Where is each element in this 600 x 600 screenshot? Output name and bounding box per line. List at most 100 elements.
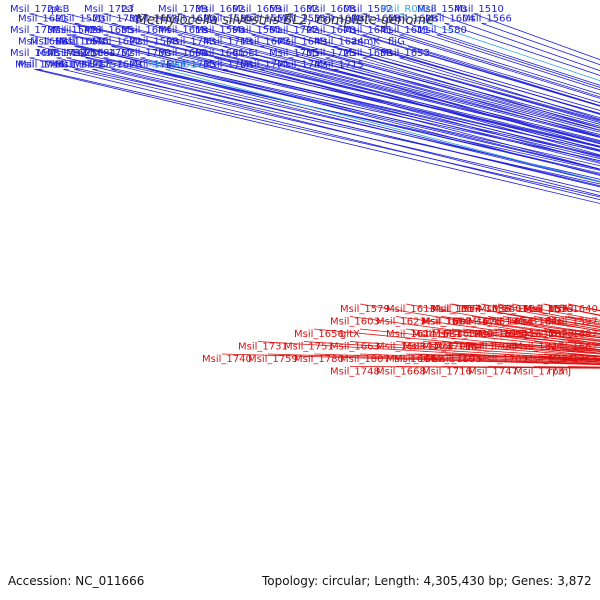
leader-line <box>56 57 600 187</box>
leader-line <box>148 69 600 182</box>
leader-line <box>413 353 600 361</box>
gene-label: Msil_1654 <box>483 317 533 328</box>
leader-line <box>221 353 600 366</box>
leader-line <box>111 69 600 188</box>
leader-line <box>177 34 600 141</box>
gene-label: Msil_1675 <box>59 37 109 48</box>
gene-label: Msil_1740 <box>202 354 252 365</box>
gene-label: Msil_1540 <box>417 4 467 15</box>
leader-line <box>296 69 600 156</box>
gene-label: Msil_1656 <box>294 329 344 340</box>
leader-line <box>37 69 600 198</box>
gene-label: Msil_1737 <box>10 25 60 36</box>
leader-line <box>66 57 600 180</box>
gene-label: tsf <box>121 4 134 15</box>
leader-line <box>362 34 600 107</box>
gene-label: Msil_1653 <box>380 48 430 59</box>
gene-label: Msil_1557 <box>240 14 290 25</box>
leader-line <box>259 46 600 138</box>
gene-label: Msil_1708 <box>465 342 515 353</box>
leader-line <box>92 69 600 197</box>
gene-label: Msil_1627 <box>514 342 564 353</box>
gene-label: Msil_1707 <box>422 342 472 353</box>
leader-line <box>444 353 600 360</box>
gene-label: Msil_1697 <box>548 329 598 340</box>
gene-label: rpmJ <box>548 367 571 378</box>
leader-line <box>66 13 600 144</box>
gene-label: Msil_1748 <box>330 367 380 378</box>
leader-line <box>370 23 600 95</box>
leader-line <box>453 341 600 352</box>
leader-line <box>422 341 600 354</box>
leader-line <box>288 13 600 107</box>
leader-line <box>431 328 600 347</box>
gene-label: Msil_1751 <box>284 342 334 353</box>
leader-line <box>370 46 600 115</box>
gene-label: prfA <box>548 304 569 315</box>
gene-label: Msil_1570 <box>55 14 105 25</box>
gene-label: Msil_1662 <box>548 342 598 353</box>
leader-line <box>288 57 600 145</box>
gene-label: Msil_1721 <box>55 60 105 71</box>
leader-line <box>214 34 600 135</box>
leader-line <box>359 328 600 354</box>
gene-label: Msil_1746 <box>15 60 65 71</box>
leader-line <box>185 69 600 176</box>
gene-label: Msil_1617 <box>430 304 480 315</box>
gene-label: Msil_1755 <box>269 48 319 59</box>
gene-label: Msil_1691 <box>18 14 68 25</box>
leader-line <box>214 57 600 158</box>
gene-label: Msil_1615 <box>474 329 524 340</box>
gene-label: Msil_1781 <box>44 60 94 71</box>
leader-line <box>325 57 600 137</box>
gene-label: Msil_1723 <box>84 4 134 15</box>
leader-line <box>359 303 600 345</box>
gene-label: Msil_1619 <box>468 317 518 328</box>
leader-line <box>296 46 600 131</box>
leader-line <box>349 341 600 359</box>
leader-line <box>362 57 600 129</box>
gene-label: Msil_1730 <box>121 48 171 59</box>
gene-label: Msil_1681 <box>412 329 462 340</box>
gene-label: Msil_1611 <box>380 25 430 36</box>
gene-label: Msil_1734 <box>524 354 574 365</box>
gene-label: Msil_1650 <box>55 37 105 48</box>
gene-label: Msil_R0030 <box>146 60 203 71</box>
leader-line <box>29 13 600 148</box>
gene-label: Msil_1716 <box>422 367 472 378</box>
gene-label: groEL <box>232 48 261 59</box>
gene-label: Msil_1759 <box>248 354 298 365</box>
gene-label: Msil_1750 <box>18 60 68 71</box>
gene-label: Msil_1715 <box>314 60 364 71</box>
gene-label: Msil_1757 <box>73 60 123 71</box>
leader-line <box>451 353 600 362</box>
gene-label: Msil_1623 <box>376 317 426 328</box>
gene-label: Msil_1735 <box>166 60 216 71</box>
gene-label: Msil_1713 <box>203 37 253 48</box>
leader-line <box>399 13 600 82</box>
leader-line <box>359 353 600 364</box>
gene-label: Msil_1679 <box>92 60 142 71</box>
gene-label: Msil_1739 <box>158 4 208 15</box>
leader-line <box>222 23 600 125</box>
gene-label: Msil_1742 <box>277 60 327 71</box>
leader-line <box>395 341 600 357</box>
leader-line <box>185 23 600 131</box>
gene-label: Msil_1683 <box>376 342 426 353</box>
gene-label: Msil_1743 <box>166 37 216 48</box>
leader-line <box>407 23 600 86</box>
gene-label: Msil_1648 <box>10 48 60 59</box>
gene-label: Msil_1616 <box>523 304 573 315</box>
gene-label: Msil_1685 <box>84 25 134 36</box>
gene-label: Msil_1668 <box>376 367 426 378</box>
gene-label: Msil_1678 <box>524 329 574 340</box>
gene-label: Msil_1644 <box>121 25 171 36</box>
gene-label: Msil_1614 <box>386 329 436 340</box>
gene-label: Msil_1624 <box>314 37 364 48</box>
leader-line <box>407 46 600 106</box>
leader-line <box>29 57 600 185</box>
gene-label: Msil_1510 <box>454 4 504 15</box>
leader-line <box>333 23 600 104</box>
gene-label: Msil_1585 <box>203 14 253 25</box>
gene-label: Msil_1597 <box>548 317 598 328</box>
